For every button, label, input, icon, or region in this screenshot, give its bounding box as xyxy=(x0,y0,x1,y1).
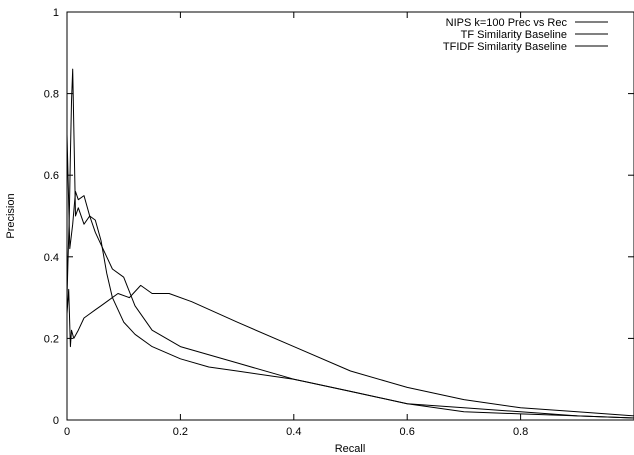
series-line-3 xyxy=(66,134,634,419)
y-tick-label: 0.6 xyxy=(44,170,59,182)
y-tick-label: 0.8 xyxy=(44,89,59,101)
plot-frame xyxy=(66,11,634,421)
y-axis-label: Precision xyxy=(5,193,17,238)
legend-label: TF Similarity Baseline xyxy=(461,29,567,41)
y-tick-label: 1 xyxy=(53,7,59,19)
x-axis-label: Recall xyxy=(335,443,366,455)
series-line-1 xyxy=(66,284,634,417)
x-tick-label: 0.4 xyxy=(286,426,301,438)
x-axis-ticks: 0 0.2 0.4 0.6 0.8 xyxy=(64,12,528,438)
x-tick-label: 0.6 xyxy=(400,426,415,438)
y-tick-label: 0.4 xyxy=(44,252,59,264)
series-line-2 xyxy=(66,68,634,419)
x-tick-label: 0.8 xyxy=(513,426,528,438)
x-tick-label: 0 xyxy=(64,426,70,438)
legend-label: NIPS k=100 Prec vs Rec xyxy=(446,17,568,29)
y-tick-label: 0.2 xyxy=(44,333,59,345)
y-tick-label: 0 xyxy=(53,415,59,427)
x-tick-label: 0.2 xyxy=(173,426,188,438)
legend-label: TFIDF Similarity Baseline xyxy=(443,41,567,53)
series-lines xyxy=(66,68,634,419)
y-axis-ticks: 0 0.2 0.4 0.6 0.8 1 xyxy=(44,7,634,427)
